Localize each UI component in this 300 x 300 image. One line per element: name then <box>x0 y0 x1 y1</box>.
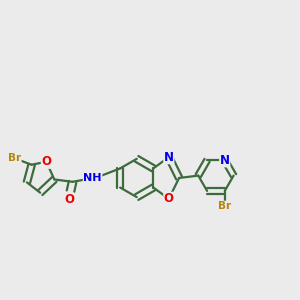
Text: O: O <box>164 192 174 205</box>
Text: NH: NH <box>83 173 102 183</box>
Text: N: N <box>164 151 174 164</box>
Text: O: O <box>41 155 51 168</box>
Text: Br: Br <box>8 153 21 163</box>
Text: N: N <box>220 154 230 167</box>
Text: Br: Br <box>218 201 231 211</box>
Text: O: O <box>64 193 74 206</box>
